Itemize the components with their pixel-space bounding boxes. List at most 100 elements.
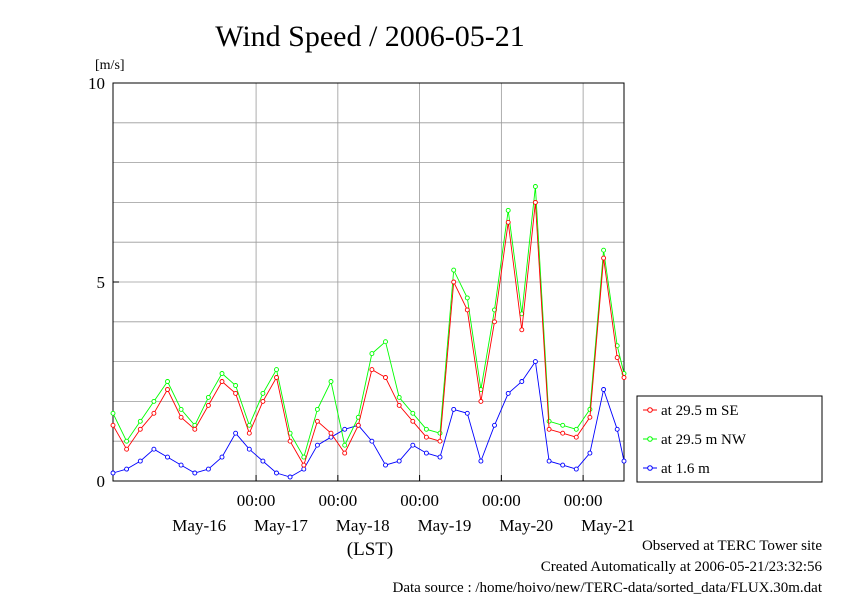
data-point xyxy=(519,379,525,384)
legend-marker xyxy=(647,436,653,442)
data-point xyxy=(621,458,627,464)
data-point xyxy=(451,279,457,285)
data-point xyxy=(423,450,429,456)
x-axis-ticks: 00:00 00:00 00:00 00:00 00:00 May-16 May-17 May… xyxy=(172,475,635,535)
data-point xyxy=(246,446,252,452)
data-point xyxy=(519,327,525,333)
data-point xyxy=(464,307,470,313)
data-point xyxy=(355,422,361,428)
data-point xyxy=(219,454,225,460)
data-point xyxy=(314,442,320,448)
data-point xyxy=(192,426,198,432)
data-point xyxy=(301,454,307,460)
data-point xyxy=(396,458,402,464)
data-point xyxy=(369,351,375,357)
data-point xyxy=(219,371,225,376)
data-point xyxy=(560,462,566,468)
x-tick-label: 00:00 xyxy=(564,491,603,510)
data-point xyxy=(478,458,484,464)
x-tick-label: 00:00 xyxy=(237,491,276,510)
x-tick-label: 00:00 xyxy=(400,491,439,510)
data-point xyxy=(246,422,252,428)
y-tick-label: 0 xyxy=(97,472,106,491)
data-point xyxy=(410,442,416,448)
data-point xyxy=(464,410,470,416)
series-at-1-6-m xyxy=(110,359,627,480)
data-point xyxy=(165,379,170,384)
data-point xyxy=(437,438,443,444)
data-point xyxy=(233,430,239,436)
data-point xyxy=(396,394,402,400)
data-point xyxy=(287,438,293,444)
data-point xyxy=(328,430,334,436)
data-point xyxy=(178,462,184,468)
data-point xyxy=(274,470,279,476)
data-point xyxy=(573,466,579,472)
legend-marker xyxy=(647,465,653,471)
data-point xyxy=(137,418,143,424)
data-point xyxy=(110,410,116,416)
legend-items: at 29.5 m SE at 29.5 m NW at 1.6 m xyxy=(643,403,747,477)
data-point xyxy=(478,398,484,404)
data-point xyxy=(342,442,348,448)
data-point xyxy=(423,434,429,440)
data-point xyxy=(383,375,388,380)
grid-lines xyxy=(113,83,624,481)
data-point xyxy=(151,398,157,404)
data-point xyxy=(532,359,538,365)
data-point xyxy=(260,390,266,396)
data-point xyxy=(621,375,627,380)
data-point xyxy=(301,466,307,472)
data-point xyxy=(178,406,184,412)
series-layer xyxy=(110,184,627,480)
x-day-label: May-21 xyxy=(581,516,635,535)
data-point xyxy=(546,458,552,464)
data-point xyxy=(451,406,457,412)
data-point xyxy=(328,379,334,384)
legend-label: at 1.6 m xyxy=(661,461,710,477)
legend-box xyxy=(636,395,823,483)
footer-source: Data source : /home/hoivo/new/TERC-data/… xyxy=(393,580,823,595)
data-point xyxy=(451,267,457,273)
data-point xyxy=(532,199,538,205)
data-point xyxy=(369,438,375,444)
data-point xyxy=(178,414,184,420)
data-point xyxy=(587,406,593,412)
data-point xyxy=(505,207,511,213)
data-point xyxy=(410,418,416,424)
data-point xyxy=(396,402,402,408)
series-at-29-5-m-se xyxy=(110,199,627,468)
data-point xyxy=(165,454,170,460)
x-day-label: May-19 xyxy=(418,516,472,535)
data-point xyxy=(124,438,130,444)
data-point xyxy=(165,387,170,392)
data-point xyxy=(287,474,293,480)
data-point xyxy=(601,247,607,253)
legend-label: at 29.5 m SE xyxy=(661,403,739,419)
data-point xyxy=(260,458,266,464)
data-point xyxy=(110,422,116,428)
data-point xyxy=(492,422,497,428)
data-point xyxy=(124,446,130,452)
legend-label: at 29.5 m NW xyxy=(661,432,747,448)
data-point xyxy=(464,295,470,301)
data-point xyxy=(573,426,579,432)
data-point xyxy=(233,383,239,388)
data-point xyxy=(369,367,375,373)
data-point xyxy=(601,387,607,392)
data-point xyxy=(274,367,279,373)
data-point xyxy=(383,339,388,345)
data-point xyxy=(124,466,130,472)
data-point xyxy=(151,410,157,416)
data-point xyxy=(532,184,538,189)
data-point xyxy=(505,390,511,396)
data-point xyxy=(314,418,320,424)
y-axis-unit-label: [m/s] xyxy=(95,58,125,73)
footer-observed: Observed at TERC Tower site xyxy=(642,538,822,554)
data-point xyxy=(233,390,239,396)
x-tick-label: 00:00 xyxy=(318,491,357,510)
data-point xyxy=(546,426,552,432)
data-point xyxy=(560,422,566,428)
data-point xyxy=(560,430,566,436)
